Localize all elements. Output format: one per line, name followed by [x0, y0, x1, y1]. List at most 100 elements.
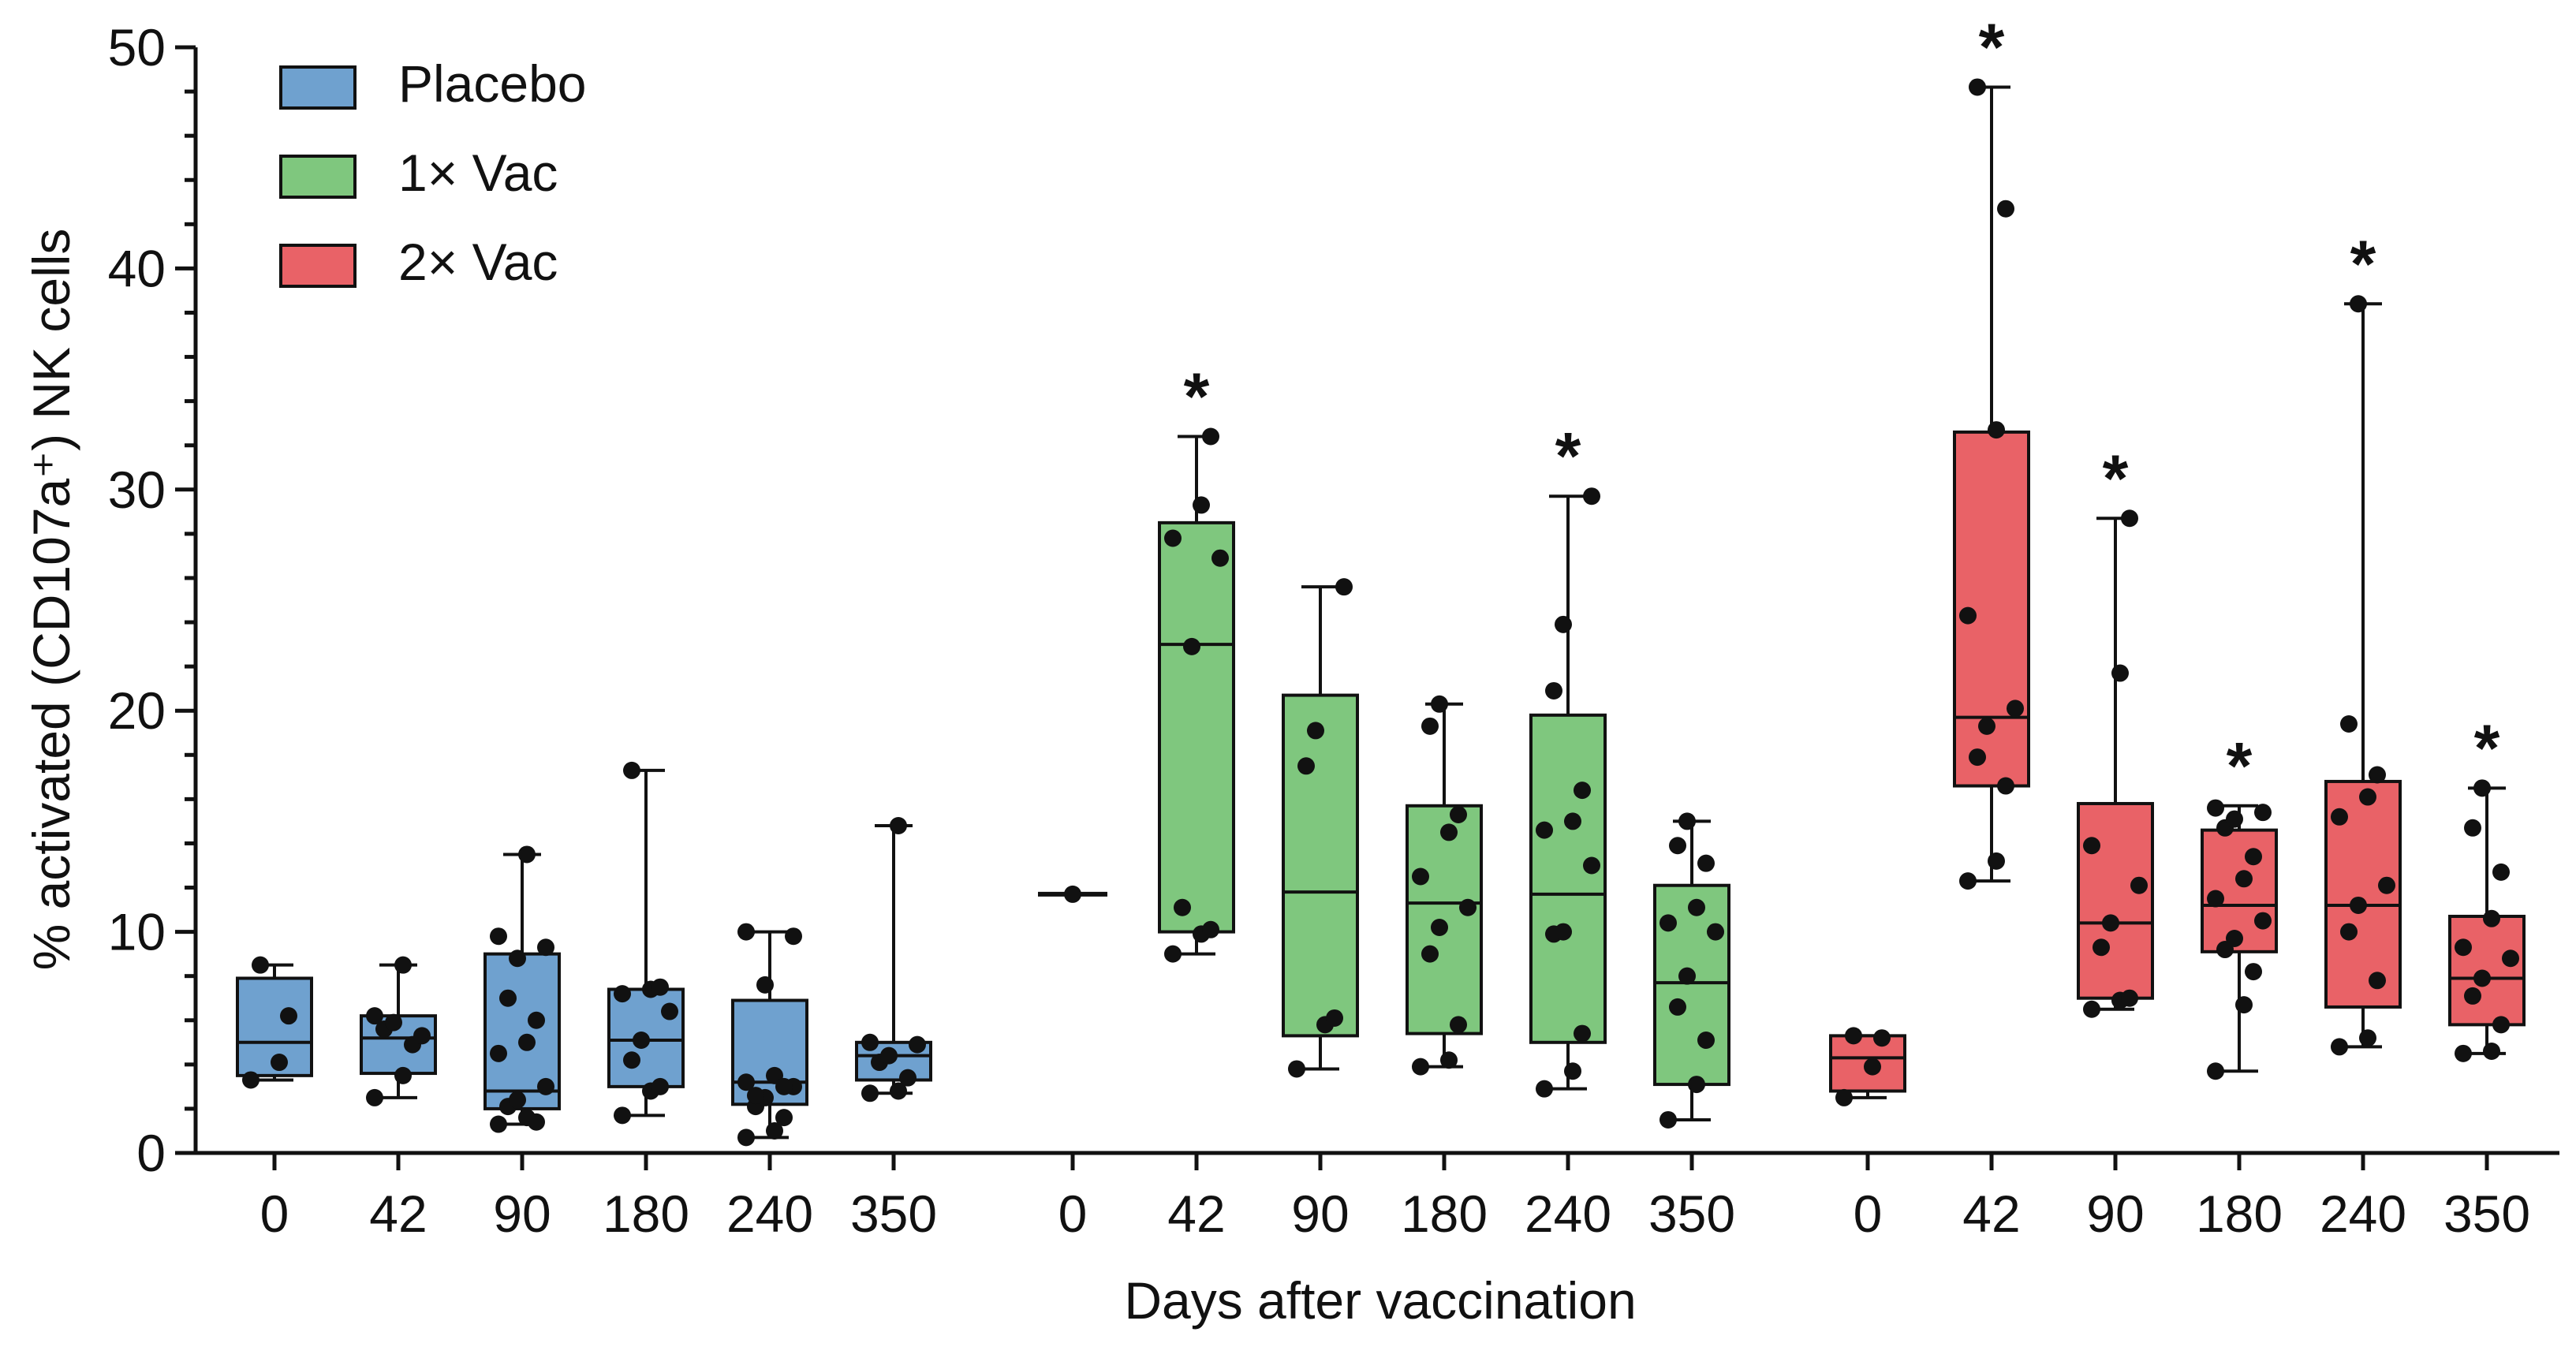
- data-point: [242, 1071, 259, 1089]
- data-point: [2226, 810, 2243, 828]
- data-point: [537, 1077, 554, 1095]
- x-tick-label: 180: [603, 1185, 689, 1243]
- data-point: [1688, 898, 1705, 916]
- data-point: [1873, 1029, 1891, 1047]
- x-tick-label: 180: [1401, 1185, 1488, 1243]
- x-tick-label: 350: [850, 1185, 937, 1243]
- data-point: [1545, 681, 1562, 700]
- data-point: [394, 956, 412, 974]
- box-day-42: [360, 956, 437, 1106]
- data-point: [614, 1106, 631, 1125]
- data-point: [528, 1113, 545, 1131]
- data-point: [1969, 748, 1986, 767]
- data-point: [623, 1051, 640, 1069]
- data-point: [252, 956, 269, 974]
- y-axis-title: % activated (CD107a⁺) NK cells: [22, 229, 80, 971]
- data-point: [1421, 717, 1439, 735]
- data-point: [756, 976, 774, 994]
- data-point: [2111, 664, 2129, 682]
- x-tick-label: 350: [2443, 1185, 2530, 1243]
- data-point: [2207, 1062, 2224, 1080]
- data-point: [614, 985, 631, 1003]
- data-point: [490, 927, 507, 946]
- data-point: [2331, 808, 2348, 826]
- data-point: [1864, 1058, 1881, 1076]
- data-point: [651, 1077, 669, 1095]
- data-point: [2340, 715, 2358, 733]
- x-tick-label: 240: [2320, 1185, 2406, 1243]
- x-tick-label: 90: [1291, 1185, 1349, 1243]
- y-tick-label: 0: [136, 1124, 166, 1182]
- box-iqr: [1158, 520, 1235, 934]
- data-point: [1707, 923, 1724, 941]
- data-point: [861, 1084, 879, 1102]
- data-point: [2473, 969, 2491, 987]
- significance-star: *: [2350, 226, 2376, 300]
- data-point: [1183, 637, 1200, 655]
- data-point: [1697, 854, 1715, 872]
- data-point: [1669, 837, 1686, 855]
- x-tick-label: 240: [726, 1185, 813, 1243]
- box-day-0: [1038, 885, 1107, 903]
- data-point: [1202, 427, 1219, 446]
- data-point: [1678, 812, 1696, 830]
- data-point: [1574, 1024, 1591, 1043]
- legend: Placebo 1× Vac 2× Vac: [279, 54, 587, 291]
- x-tick-label: 350: [1648, 1185, 1735, 1243]
- box-day-180: [1406, 695, 1483, 1076]
- data-point: [518, 1033, 536, 1051]
- significance-star: *: [1979, 9, 2005, 84]
- data-point: [509, 949, 526, 968]
- box-day-240: *: [2324, 226, 2402, 1056]
- series-placebo: [236, 761, 932, 1147]
- box-day-90: *: [2077, 441, 2154, 1018]
- data-point: [1412, 867, 1429, 886]
- data-point: [785, 927, 802, 946]
- y-tick-label: 40: [108, 239, 166, 297]
- data-point: [2464, 987, 2481, 1005]
- data-point: [490, 1044, 507, 1062]
- data-point: [2340, 923, 2358, 941]
- data-point: [890, 1082, 907, 1100]
- x-tick-label: 0: [1854, 1185, 1883, 1243]
- data-point: [1536, 1080, 1553, 1098]
- data-point: [499, 989, 517, 1007]
- data-point: [1421, 945, 1439, 963]
- data-point: [1440, 823, 1458, 841]
- x-axis-title: Days after vaccination: [1124, 1271, 1636, 1330]
- legend-swatch: [279, 244, 357, 288]
- data-point: [1459, 898, 1477, 916]
- data-point: [1583, 856, 1600, 875]
- data-point: [1574, 782, 1591, 800]
- data-point: [366, 1007, 383, 1025]
- data-point: [2235, 870, 2253, 888]
- data-point: [394, 1066, 412, 1084]
- data-point: [2226, 930, 2243, 948]
- data-point: [737, 923, 755, 941]
- data-point: [2473, 779, 2491, 797]
- data-point: [2254, 804, 2272, 822]
- data-point: [1978, 717, 1995, 735]
- data-point: [1164, 529, 1182, 547]
- y-tick-label: 50: [108, 18, 166, 76]
- series-1-vac: **: [1038, 360, 1730, 1129]
- data-point: [490, 1115, 507, 1133]
- data-point: [1997, 777, 2014, 795]
- box-day-240: *: [1529, 419, 1607, 1098]
- data-point: [1564, 1062, 1581, 1080]
- data-point: [1412, 1058, 1429, 1076]
- data-point: [2359, 788, 2376, 806]
- data-point: [861, 1033, 879, 1051]
- data-point: [1959, 872, 1977, 890]
- data-point: [2350, 295, 2367, 313]
- data-point: [518, 845, 536, 864]
- legend-swatch: [279, 65, 357, 110]
- data-point: [2492, 1016, 2510, 1034]
- data-point: [890, 817, 907, 835]
- data-point: [1678, 967, 1696, 985]
- box-day-0: [1829, 1027, 1906, 1106]
- box-day-0: [236, 956, 313, 1089]
- box-day-350: *: [2448, 711, 2526, 1062]
